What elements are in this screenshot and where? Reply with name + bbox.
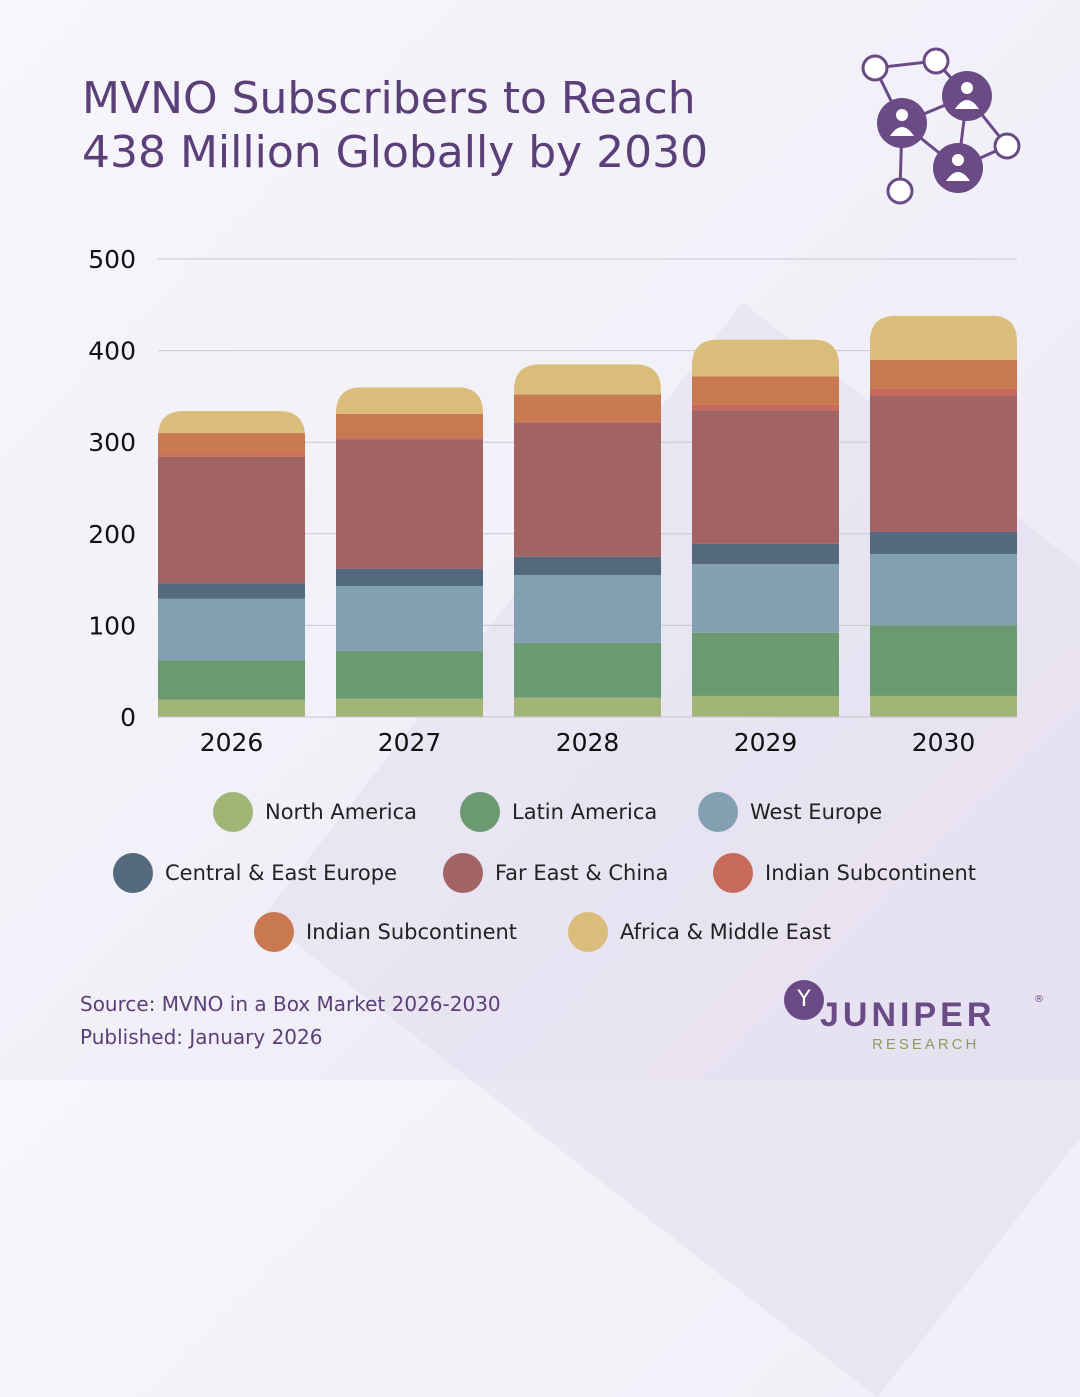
bar-segment	[692, 632, 839, 696]
bar-segment	[158, 433, 305, 456]
network-people-icon	[861, 47, 1021, 205]
bar-segment	[692, 543, 839, 565]
bar-segment	[870, 553, 1017, 626]
bar-segment	[870, 395, 1017, 532]
x-tick-label: 2030	[912, 728, 976, 757]
bar-segment	[158, 455, 305, 457]
source-text: Source: MVNO in a Box Market 2026-2030	[80, 992, 501, 1016]
bar-stack	[514, 364, 661, 717]
y-tick-label: 0	[120, 703, 136, 732]
x-tick-label: 2028	[556, 728, 620, 757]
y-tick-label: 500	[88, 245, 136, 274]
bar-segment	[158, 411, 305, 434]
bar-segment	[158, 583, 305, 599]
x-tick-label: 2027	[378, 728, 442, 757]
logo-wordmark: JUNIPER	[820, 996, 996, 1034]
stacked-bar-chart: 0 100 200 300 400 500 2026 2027 2028 2029 2030	[88, 245, 1017, 757]
logo-registered-mark: ®	[1034, 994, 1044, 1005]
bar-segment	[158, 598, 305, 661]
bar-segment	[692, 376, 839, 405]
published-text: Published: January 2026	[80, 1025, 323, 1049]
y-tick-label: 300	[88, 428, 136, 457]
bar-segment	[336, 387, 483, 414]
bar-segment	[514, 556, 661, 576]
bar-segment	[692, 339, 839, 377]
bar-segment	[514, 642, 661, 698]
bar-segment	[336, 413, 483, 438]
page-title: MVNO Subscribers to Reach 438 Million Gl…	[82, 72, 802, 180]
bar-segment	[692, 695, 839, 717]
footer: Source: MVNO in a Box Market 2026-2030 P…	[80, 988, 501, 1054]
x-tick-label: 2029	[734, 728, 798, 757]
juniper-logo: Y JUNIPER ® RESEARCH	[784, 978, 1054, 1058]
x-tick-label: 2026	[200, 728, 264, 757]
bar-segment	[514, 422, 661, 557]
y-tick-label: 100	[88, 611, 136, 640]
bar-segment	[870, 359, 1017, 389]
bar-stack	[692, 339, 839, 717]
bar-segment	[336, 651, 483, 699]
bar-segment	[336, 568, 483, 587]
bar-segment	[692, 404, 839, 411]
y-tick-label: 200	[88, 520, 136, 549]
bar-segment	[514, 394, 661, 422]
title-line-1: MVNO Subscribers to Reach	[82, 73, 696, 124]
bar-stack	[158, 411, 305, 717]
bar-segment	[870, 315, 1017, 360]
bar-segment	[514, 364, 661, 395]
bar-segment	[870, 531, 1017, 554]
bar-segment	[870, 388, 1017, 396]
logo-subtitle: RESEARCH	[872, 1036, 980, 1053]
bar-segment	[158, 660, 305, 700]
bar-segment	[158, 456, 305, 584]
bar-segment	[870, 625, 1017, 696]
bar-segment	[336, 586, 483, 652]
juniper-logo-icon: Y	[784, 980, 824, 1020]
title-line-2: 438 Million Globally by 2030	[82, 127, 709, 178]
bar-segment	[514, 697, 661, 717]
y-tick-label: 400	[88, 337, 136, 366]
bar-segment	[514, 575, 661, 643]
bar-segment	[514, 421, 661, 423]
bar-segment	[870, 695, 1017, 717]
bar-segment	[336, 698, 483, 717]
bar-stack	[336, 387, 483, 717]
bar-segment	[158, 699, 305, 717]
bar-segment	[336, 437, 483, 440]
bar-segment	[692, 410, 839, 544]
bar-segment	[336, 439, 483, 569]
bar-stack	[870, 315, 1017, 717]
bar-segment	[692, 564, 839, 633]
